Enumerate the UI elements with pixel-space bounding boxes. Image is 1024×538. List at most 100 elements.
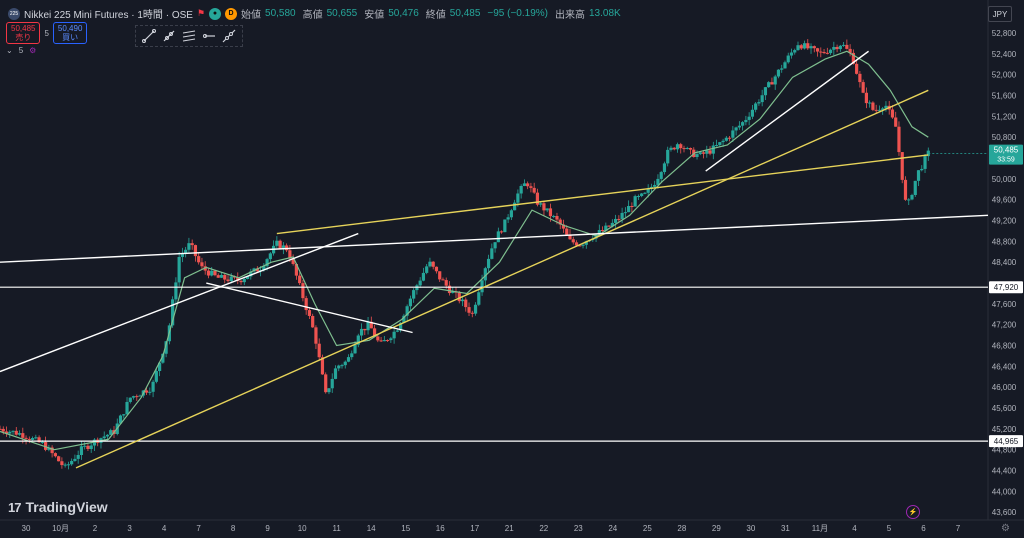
x-tick-label: 4 — [852, 524, 857, 533]
y-tick-label: 49,200 — [992, 217, 1017, 226]
candle-body — [304, 298, 308, 311]
market-status-icon[interactable]: ● — [209, 7, 222, 20]
ray-icon[interactable] — [160, 27, 178, 45]
moving-average-line — [0, 50, 929, 451]
parallel-channel-icon[interactable] — [180, 27, 198, 45]
horizontal-ray-icon[interactable] — [200, 27, 218, 45]
candle-body — [372, 328, 377, 337]
candle-body — [473, 304, 478, 314]
candle-body — [379, 340, 383, 342]
candle-body — [698, 152, 702, 155]
candle-body — [529, 186, 533, 188]
candle-body — [767, 82, 771, 88]
y-tick-label: 44,800 — [992, 446, 1017, 455]
candle-body — [311, 315, 315, 328]
candle-body — [330, 378, 334, 389]
sell-button[interactable]: 50,485 売り — [6, 22, 41, 44]
candle-body — [871, 102, 875, 110]
candle-body — [851, 52, 855, 64]
candle-body — [819, 51, 823, 53]
indicator-count[interactable]: 5 — [18, 46, 24, 55]
candle-body — [848, 48, 852, 53]
x-tick-label: 29 — [712, 524, 721, 533]
candle-body — [408, 298, 412, 307]
tradingview-mark-icon: 17 — [8, 499, 22, 515]
y-tick-label: 45,600 — [992, 404, 1017, 413]
x-tick-label: 21 — [505, 524, 514, 533]
candle-body — [171, 299, 175, 326]
currency-selector[interactable]: JPY — [988, 6, 1012, 22]
candle-body — [672, 147, 676, 150]
candle-body — [705, 150, 709, 154]
low-label: 安値 — [364, 10, 385, 21]
candle-body — [118, 415, 123, 424]
candle-body — [558, 219, 562, 225]
candle-body — [802, 43, 807, 49]
candle-body — [444, 280, 448, 286]
y-tick-label: 47,200 — [992, 321, 1017, 330]
level-price-label: 47,920 — [994, 283, 1019, 292]
candle-body — [245, 276, 250, 279]
collapse-chevron-icon[interactable]: ⌄ — [6, 46, 13, 55]
candle-body — [70, 460, 74, 465]
candle-body — [200, 262, 204, 267]
open-label: 始値 — [241, 10, 262, 21]
candle-body — [744, 119, 748, 123]
extended-line-icon[interactable] — [220, 27, 238, 45]
candle-body — [213, 270, 217, 276]
buy-button[interactable]: 50,490 買い — [52, 22, 88, 44]
flag-icon[interactable]: ⚑ — [196, 8, 206, 18]
nikkei-logo-icon: 225 — [8, 7, 20, 20]
candle-body — [37, 437, 41, 443]
lightning-icon[interactable]: ⚡ — [906, 505, 920, 519]
x-tick-label: 2 — [93, 524, 98, 533]
buy-price: 50,490 — [57, 24, 83, 33]
candle-body — [307, 310, 312, 316]
candle-body — [754, 103, 758, 110]
buy-label: 買い — [62, 33, 79, 42]
candle-body — [438, 271, 442, 280]
symbol-title[interactable]: Nikkei 225 Mini Futures · 1時間 · OSE — [24, 10, 193, 21]
candle-body — [669, 147, 673, 150]
settings-gear-icon[interactable]: ⚙ — [1001, 523, 1010, 534]
candle-body — [288, 250, 292, 259]
y-tick-label: 51,200 — [992, 112, 1017, 121]
candle-body — [83, 445, 87, 447]
x-tick-label: 23 — [574, 524, 583, 533]
candle-body — [653, 184, 657, 187]
candle-body — [519, 185, 523, 194]
candle-body — [789, 52, 794, 56]
trend-line-icon[interactable] — [140, 27, 158, 45]
candle-body — [268, 253, 272, 260]
candle-body — [646, 188, 650, 193]
candle-body — [675, 144, 680, 150]
y-tick-label: 48,800 — [992, 237, 1017, 246]
candle-body — [552, 216, 556, 218]
candle-body — [359, 328, 364, 336]
candle-body — [763, 87, 768, 96]
candle-body — [255, 268, 259, 272]
y-tick-label: 47,600 — [992, 300, 1017, 309]
candle-body — [184, 249, 188, 254]
candle-body — [11, 430, 15, 432]
candle-body — [828, 49, 833, 54]
x-tick-label: 28 — [677, 524, 686, 533]
candle-body — [76, 455, 80, 459]
delayed-data-icon[interactable]: D — [225, 7, 238, 20]
candle-body — [734, 127, 738, 131]
tradingview-logo[interactable]: 17 TradingView — [8, 499, 108, 515]
candle-body — [903, 179, 908, 200]
y-tick-label: 49,600 — [992, 196, 1017, 205]
candle-body — [285, 245, 289, 251]
y-tick-label: 50,800 — [992, 133, 1017, 142]
x-tick-label: 3 — [127, 524, 132, 533]
indicator-settings-icon[interactable]: ⚙ — [29, 46, 37, 55]
candle-body — [633, 196, 637, 207]
candle-body — [838, 45, 842, 50]
candle-body — [741, 122, 745, 126]
candle-body — [682, 148, 686, 150]
candle-body — [750, 109, 754, 117]
candle-body — [913, 180, 917, 196]
candle-body — [369, 321, 373, 329]
